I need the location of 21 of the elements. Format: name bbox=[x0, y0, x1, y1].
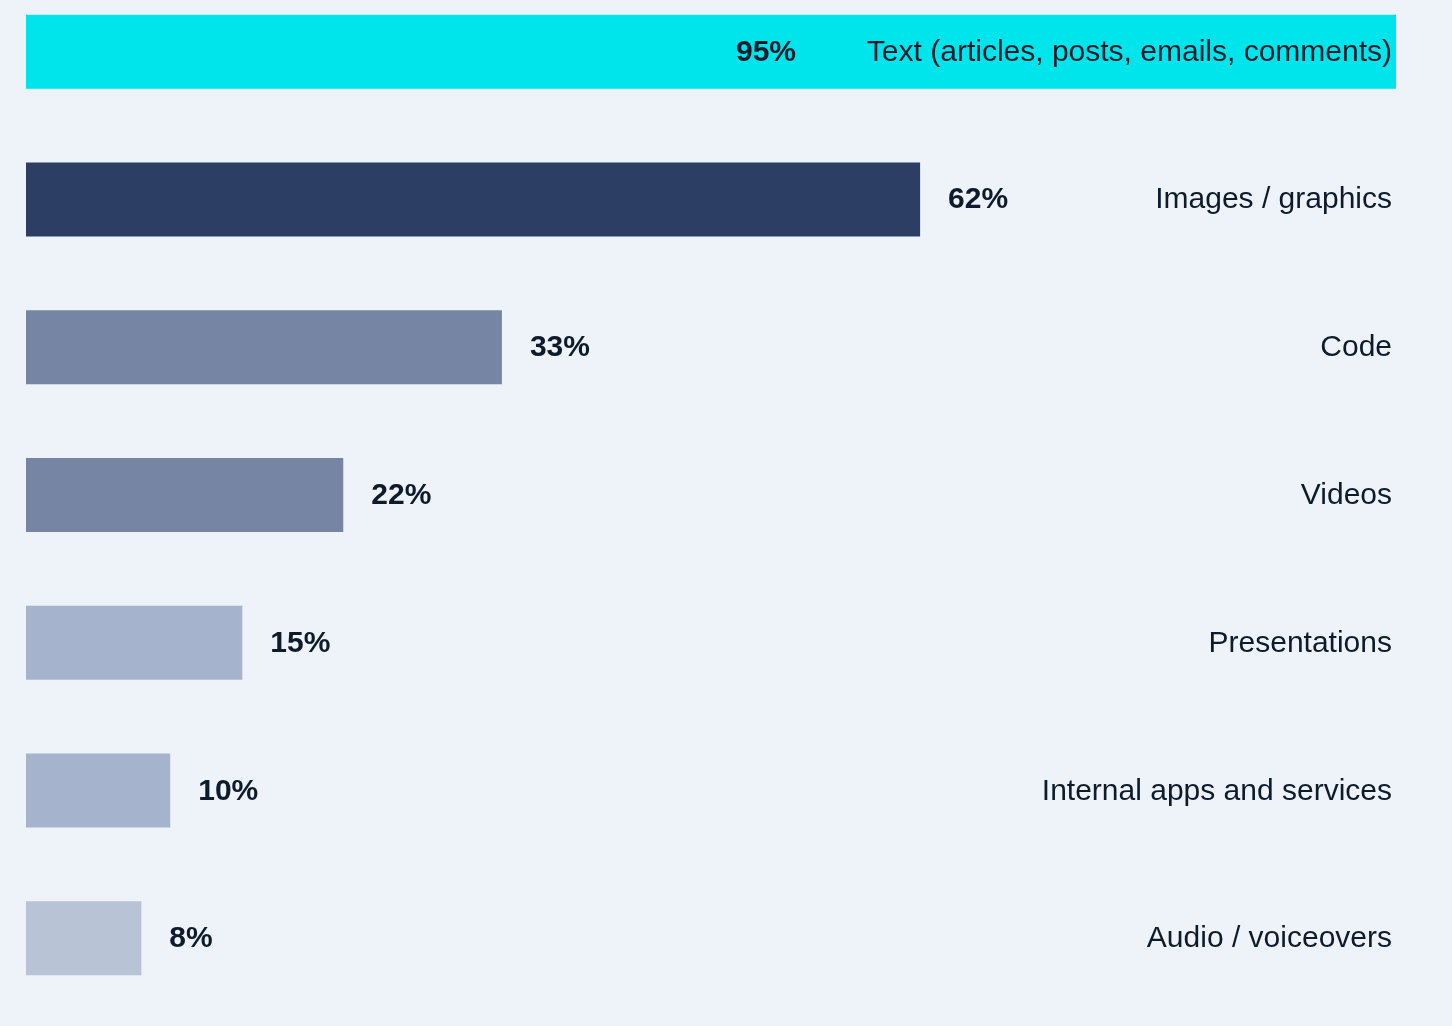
y-tick-label: Text (articles, posts, emails, comments) bbox=[866, 33, 1392, 67]
data-label: 62% bbox=[948, 181, 1009, 215]
y-tick-label: Internal apps and services bbox=[1041, 772, 1392, 806]
data-label: 15% bbox=[270, 624, 331, 658]
data-label: 10% bbox=[198, 772, 259, 806]
y-tick-label: Presentations bbox=[1208, 624, 1392, 658]
bar bbox=[26, 753, 171, 828]
bar bbox=[26, 162, 921, 237]
bar bbox=[26, 310, 502, 385]
bar bbox=[26, 605, 243, 680]
y-tick-label: Videos bbox=[1300, 477, 1392, 510]
bar bbox=[26, 901, 142, 976]
data-label: 8% bbox=[169, 920, 213, 954]
data-label: 95% bbox=[736, 33, 797, 67]
y-tick-label: Audio / voiceovers bbox=[1146, 920, 1392, 954]
data-label: 33% bbox=[529, 329, 590, 363]
data-label: 22% bbox=[371, 477, 432, 510]
bar bbox=[26, 458, 344, 532]
bar bbox=[26, 14, 1396, 89]
y-tick-label: Images / graphics bbox=[1155, 181, 1392, 215]
y-tick-label: Code bbox=[1320, 329, 1392, 363]
